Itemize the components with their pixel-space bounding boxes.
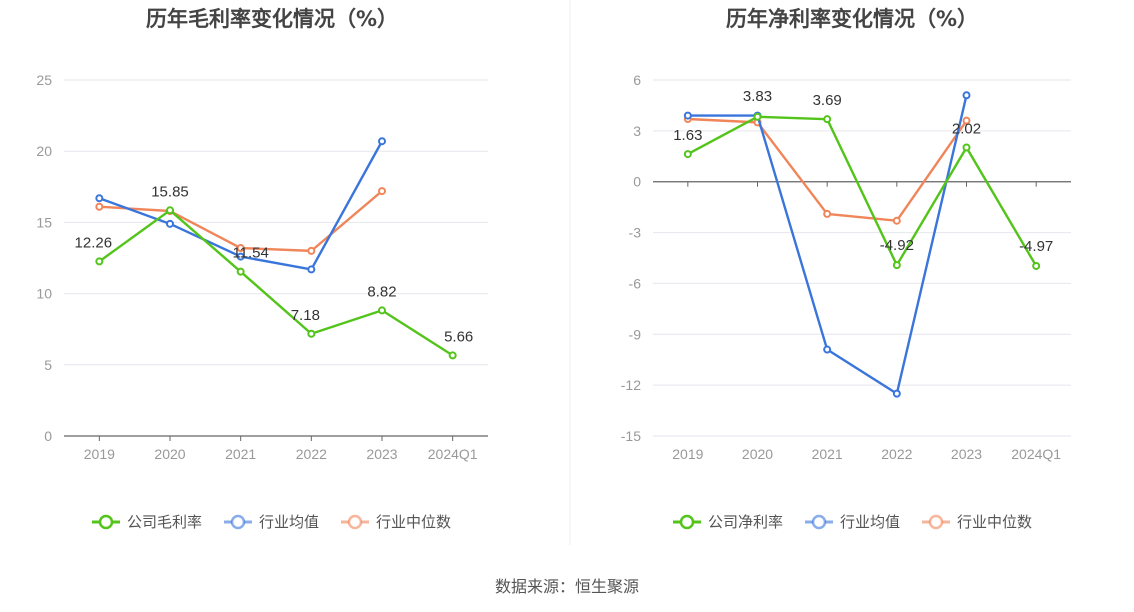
- chart-0: 25 20 15 10 5 0 2019 2020 2021 2022 2023 2024Q1 12.2…: [36, 72, 488, 531]
- data-label: 7.18: [291, 307, 320, 324]
- x-tick-label: 2024Q1: [1011, 446, 1061, 462]
- data-source: 数据来源：恒生聚源: [495, 577, 639, 596]
- legend-item-avg: 行业均值: [805, 513, 900, 531]
- data-point-avg: [307, 265, 316, 274]
- y-tick-label: 25: [36, 72, 52, 88]
- data-point-avg: [892, 389, 901, 398]
- data-point-company: [1032, 261, 1041, 270]
- data-point-company: [962, 143, 971, 152]
- x-tick-label: 2024Q1: [428, 446, 478, 462]
- x-tick-label: 2023: [366, 446, 397, 462]
- series-line-company: [687, 115, 1038, 267]
- chart-1: 6 3 0 -3 -6 -9 -12 -15 2019 2020 2021 2022 2023 2024Q…: [621, 72, 1071, 531]
- legend-label: 公司毛利率: [127, 513, 202, 531]
- data-point-median: [236, 244, 245, 253]
- data-label: -4.92: [880, 237, 914, 254]
- data-point-median: [95, 202, 104, 211]
- chart-title-gross: 历年毛利率变化情况（%）: [146, 7, 398, 31]
- data-point-company: [683, 150, 692, 159]
- y-tick-label: 5: [44, 357, 52, 373]
- legend-label: 行业均值: [840, 513, 900, 531]
- x-tick-label: 2021: [225, 446, 256, 462]
- legend-label: 行业中位数: [957, 513, 1032, 531]
- x-tick-label: 2022: [296, 446, 327, 462]
- series-line-company: [98, 209, 454, 357]
- data-label: 3.83: [743, 88, 772, 105]
- data-point-company: [378, 306, 386, 315]
- data-label: 8.82: [367, 283, 396, 300]
- legend-marker: [811, 514, 827, 530]
- y-tick-label: 10: [36, 286, 52, 302]
- chart-title-net: 历年净利率变化情况（%）: [726, 7, 978, 31]
- data-point-avg: [236, 252, 245, 261]
- legend-item-company: 公司毛利率: [92, 513, 202, 531]
- data-point-median: [307, 246, 316, 255]
- series-line-median: [99, 190, 383, 253]
- legend-item-median: 行业中位数: [341, 513, 451, 531]
- y-tick-label: -12: [621, 377, 641, 393]
- data-point-median: [823, 209, 832, 218]
- data-label: 1.63: [673, 127, 702, 144]
- data-point-company: [95, 257, 104, 266]
- data-point-company: [236, 267, 245, 276]
- data-point-avg: [378, 137, 386, 146]
- legend-item-avg: 行业均值: [224, 513, 319, 531]
- legend-label: 公司净利率: [708, 513, 783, 531]
- data-point-avg: [962, 91, 971, 100]
- data-label: 12.26: [75, 234, 113, 251]
- x-tick-label: 2020: [154, 446, 185, 462]
- x-tick-label: 2020: [742, 446, 773, 462]
- y-tick-label: -6: [629, 275, 642, 291]
- x-tick-label: 2019: [672, 446, 703, 462]
- data-point-company: [307, 329, 316, 338]
- x-tick-label: 2022: [881, 446, 912, 462]
- data-point-median: [892, 216, 901, 225]
- x-tick-label: 2023: [951, 446, 982, 462]
- data-point-avg: [95, 194, 104, 203]
- y-tick-label: 3: [633, 123, 641, 139]
- y-tick-label: -15: [621, 428, 641, 444]
- data-point-company: [892, 261, 901, 270]
- y-tick-label: 6: [633, 72, 641, 88]
- data-label: 3.69: [813, 92, 842, 109]
- legend-marker: [230, 514, 246, 530]
- y-tick-label: 0: [633, 174, 641, 190]
- legend-marker: [679, 514, 695, 530]
- data-point-company: [166, 206, 174, 215]
- y-tick-label: 0: [44, 428, 52, 444]
- legend-marker: [98, 514, 114, 530]
- data-point-company: [823, 115, 832, 124]
- data-label: 5.66: [444, 328, 473, 345]
- legend-label: 行业中位数: [376, 513, 451, 531]
- y-tick-label: -9: [629, 326, 642, 342]
- legend-item-company: 公司净利率: [673, 513, 783, 531]
- data-point-avg: [166, 219, 174, 228]
- data-point-company: [753, 112, 762, 121]
- legend-marker: [928, 514, 944, 530]
- data-point-median: [378, 187, 386, 196]
- data-label: 2.02: [952, 120, 981, 137]
- legend-marker: [347, 514, 363, 530]
- data-point-median: [962, 116, 971, 125]
- data-point-avg: [823, 345, 832, 354]
- y-tick-label: 20: [36, 143, 52, 159]
- y-tick-label: 15: [36, 214, 52, 230]
- y-tick-label: -3: [629, 225, 642, 241]
- series-line-median: [687, 117, 968, 222]
- data-point-avg: [683, 111, 692, 120]
- legend-label: 行业均值: [259, 513, 319, 531]
- x-tick-label: 2021: [812, 446, 843, 462]
- data-label: 11.54: [232, 245, 268, 262]
- x-tick-label: 2019: [84, 446, 115, 462]
- legend-item-median: 行业中位数: [922, 513, 1032, 531]
- data-label: -4.97: [1019, 238, 1053, 255]
- data-point-company: [448, 351, 457, 360]
- data-label: 15.85: [151, 183, 189, 200]
